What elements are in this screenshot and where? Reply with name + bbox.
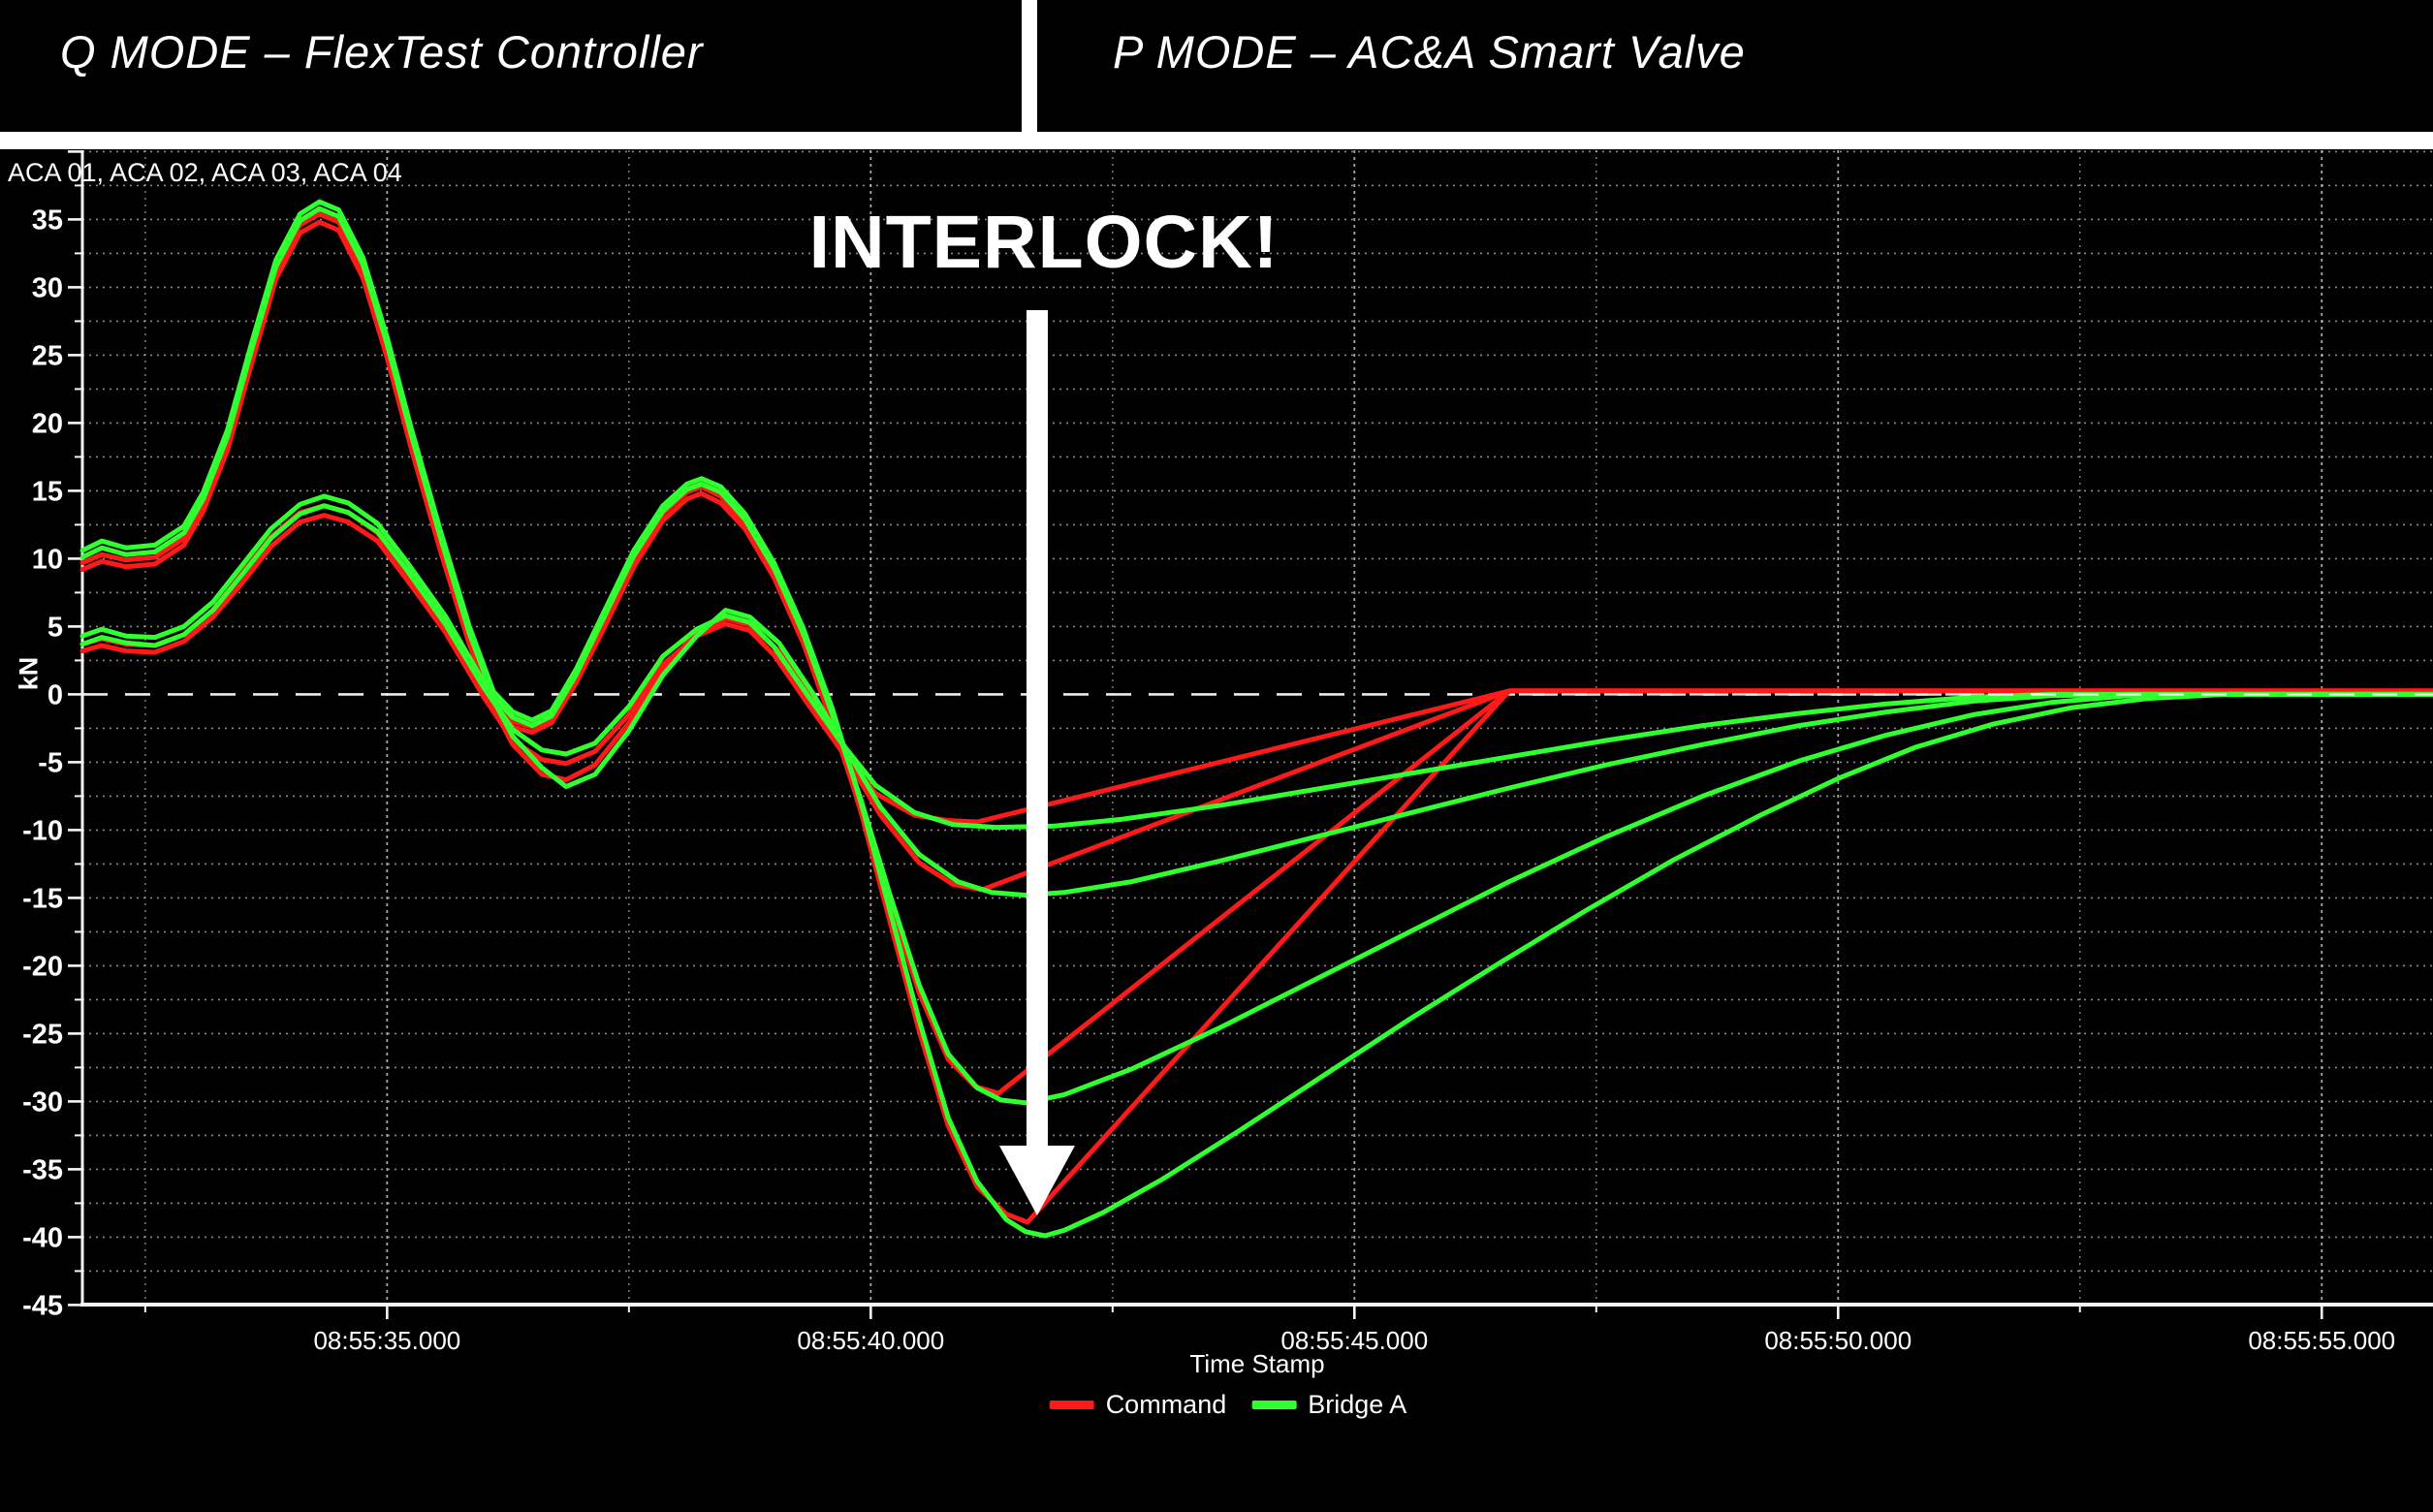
y-tick-label: -25 bbox=[22, 1019, 63, 1050]
y-tick-label: -45 bbox=[22, 1290, 63, 1321]
series-aca-02-command bbox=[79, 219, 2433, 1096]
series-aca-04-bridge-a bbox=[79, 503, 2433, 831]
axis-ticks: 35 30 25 20 15 10 5 0 -5 -10 -15 -20 -25 -30 -35 -40 -45… bbox=[22, 150, 2395, 1355]
x-tick-label: 08:55:50.000 bbox=[1764, 1326, 1912, 1355]
y-tick-label: 0 bbox=[47, 679, 63, 710]
y-axis-title: kN bbox=[14, 656, 44, 691]
y-tick-label: -30 bbox=[22, 1087, 63, 1118]
header-left-title: Q MODE – FlexTest Controller bbox=[60, 26, 704, 78]
command-line-swatch bbox=[1049, 1401, 1094, 1409]
x-tick-label: 08:55:40.000 bbox=[797, 1326, 944, 1355]
x-tick-label: 08:55:55.000 bbox=[2248, 1326, 2395, 1355]
header-separator-strip bbox=[0, 132, 2433, 149]
y-tick-label: -40 bbox=[22, 1222, 63, 1253]
y-tick-label: 30 bbox=[32, 272, 63, 303]
legend-item-bridge-a: Bridge A bbox=[1251, 1390, 1406, 1420]
y-tick-label: 15 bbox=[32, 476, 63, 507]
header-divider bbox=[1022, 0, 1037, 132]
y-tick-label: -10 bbox=[22, 815, 63, 846]
series-aca-01-bridge-a bbox=[79, 199, 2433, 1239]
legend: Command Bridge A bbox=[1049, 1390, 1406, 1420]
y-tick-label: -15 bbox=[22, 883, 63, 914]
interlock-annotation: INTERLOCK! bbox=[808, 201, 1280, 284]
legend-item-command: Command bbox=[1049, 1390, 1227, 1420]
header-band: Q MODE – FlexTest Controller P MODE – AC… bbox=[0, 0, 2433, 132]
series-aca-01-command bbox=[79, 211, 2433, 1225]
y-tick-label: 10 bbox=[32, 544, 63, 575]
y-tick-label: -5 bbox=[38, 747, 63, 778]
y-tick-label: 5 bbox=[47, 612, 63, 643]
legend-label-bridge-a: Bridge A bbox=[1308, 1390, 1407, 1419]
x-tick-label: 08:55:35.000 bbox=[313, 1326, 460, 1355]
y-tick-label: 35 bbox=[32, 205, 63, 236]
y-tick-label: -20 bbox=[22, 951, 63, 982]
x-axis-title: Time Stamp bbox=[1189, 1349, 1325, 1378]
arrow-shaft bbox=[1026, 310, 1048, 1148]
gridlines bbox=[82, 150, 2433, 1304]
series-lines bbox=[79, 199, 2433, 1239]
header-right-title: P MODE – AC&A Smart Valve bbox=[1113, 26, 1746, 78]
x-tick-label: 08:55:45.000 bbox=[1280, 1326, 1428, 1355]
legend-label-command: Command bbox=[1105, 1390, 1227, 1419]
bridge-a-line-swatch bbox=[1251, 1401, 1297, 1409]
y-tick-label: 20 bbox=[32, 408, 63, 439]
series-aca-02-bridge-a bbox=[79, 205, 2433, 1106]
interlock-arrow bbox=[998, 310, 1075, 1215]
y-tick-label: -35 bbox=[22, 1154, 63, 1185]
chart-title: ACA 01, ACA 02, ACA 03, ACA 04 bbox=[8, 158, 402, 187]
y-tick-label: 25 bbox=[32, 340, 63, 371]
series-aca-03-bridge-a bbox=[79, 493, 2433, 898]
arrow-head-icon bbox=[998, 1146, 1075, 1215]
